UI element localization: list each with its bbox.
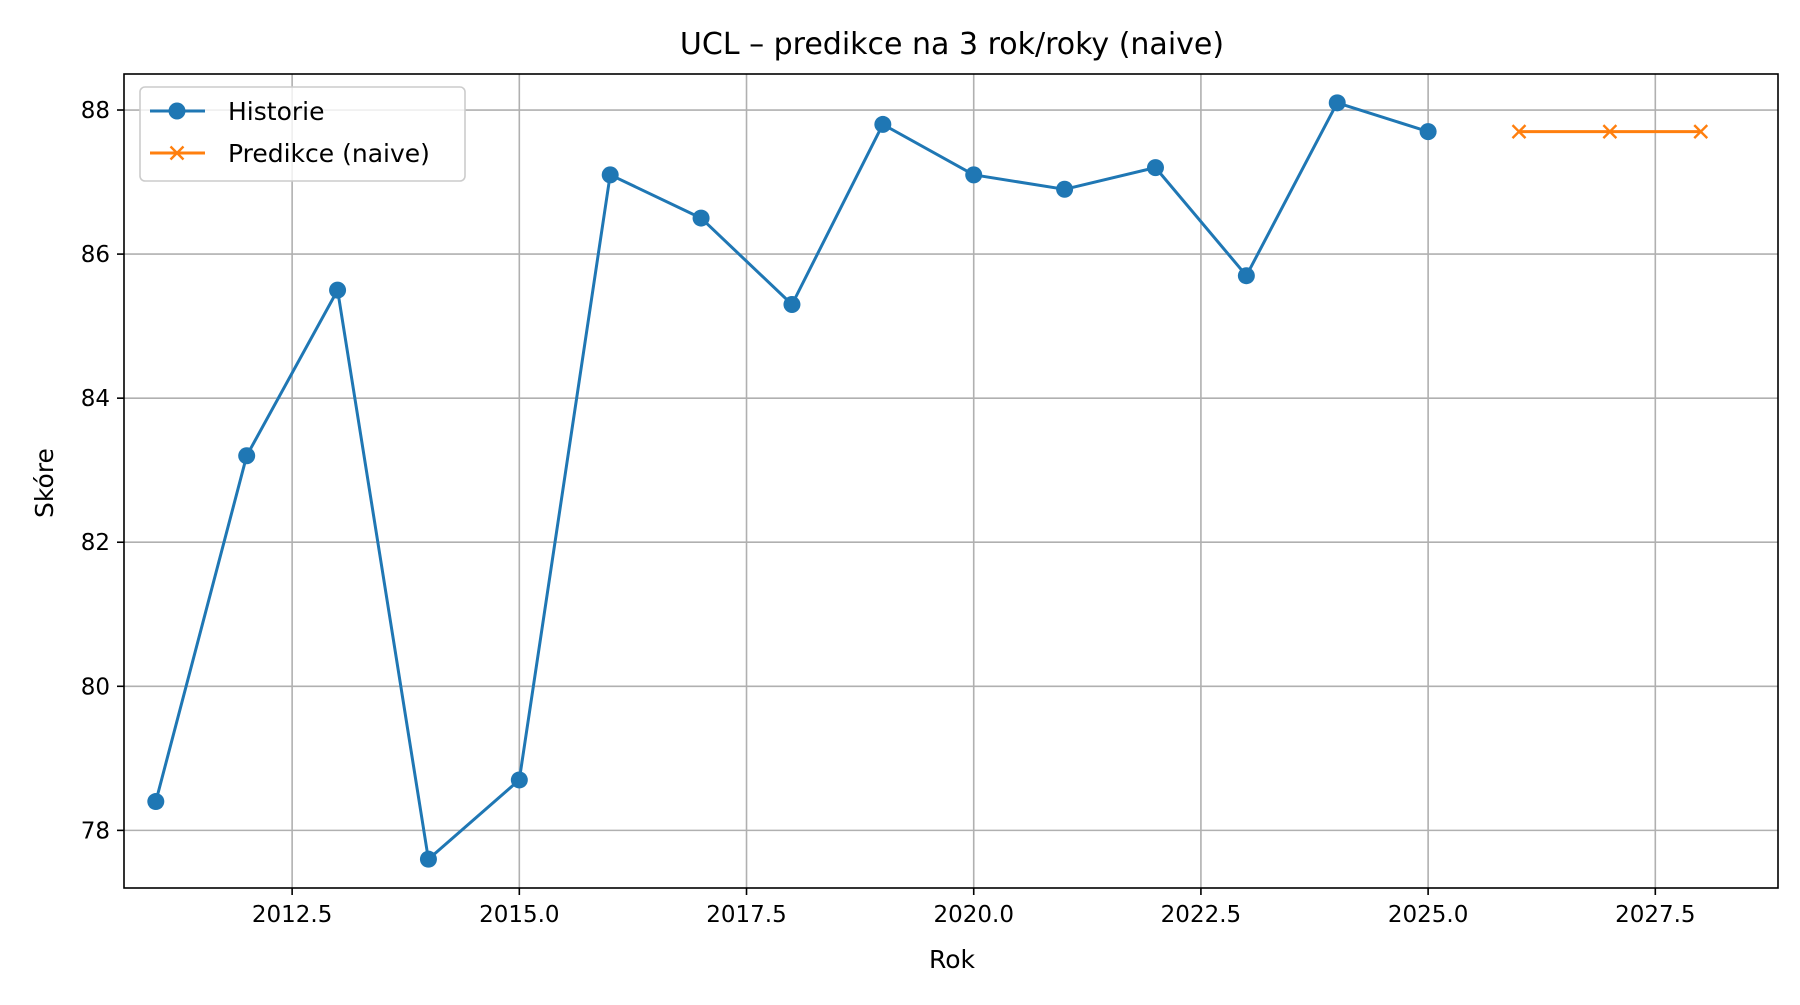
series-1-point xyxy=(1146,159,1164,177)
series-1-point xyxy=(1328,94,1346,112)
series-1-point xyxy=(601,166,619,184)
x-tick-label: 2020.0 xyxy=(933,902,1013,928)
series-2-point xyxy=(1511,124,1527,139)
y-tick-label: 84 xyxy=(81,386,110,412)
series-1-point xyxy=(1419,123,1437,141)
series-1-point xyxy=(692,209,710,227)
y-tick-label: 86 xyxy=(81,242,110,268)
legend-entry-label: Historie xyxy=(228,97,324,126)
x-tick-label: 2025.0 xyxy=(1388,902,1468,928)
series-1-point xyxy=(783,296,801,314)
legend-entry-label: Predikce (naive) xyxy=(228,139,430,168)
y-tick-label: 82 xyxy=(81,530,110,556)
y-tick-label: 80 xyxy=(81,674,110,700)
series-1-point xyxy=(874,115,892,133)
y-tick-label: 78 xyxy=(81,818,110,844)
series-1-point xyxy=(1237,267,1255,285)
series-1-point xyxy=(965,166,983,184)
grid xyxy=(124,74,1778,888)
legend: Historie Predikce (naive) xyxy=(139,86,466,182)
y-tick-label: 88 xyxy=(81,98,110,124)
series-1-point xyxy=(238,447,256,465)
series-1-line xyxy=(154,101,1429,861)
y-axis-ticks: 78 80 82 84 86 88 xyxy=(81,98,124,844)
series-2-point xyxy=(1602,124,1618,139)
series-2-point xyxy=(1693,124,1709,139)
x-tick-label: 2022.5 xyxy=(1161,902,1241,928)
plot-frame xyxy=(123,73,1779,889)
y-axis-label: Skóre xyxy=(30,448,59,518)
legend-swatch-marker xyxy=(168,102,186,120)
chart-title: UCL – predikce na 3 rok/roky (naive) xyxy=(680,27,1224,62)
series-1-point xyxy=(419,850,437,868)
x-tick-label: 2027.5 xyxy=(1615,902,1695,928)
legend-swatch-marker xyxy=(169,145,185,161)
x-tick-label: 2017.5 xyxy=(706,902,786,928)
series-1-point xyxy=(1056,180,1074,198)
legend-box xyxy=(139,86,466,182)
x-tick-label: 2015.0 xyxy=(479,902,559,928)
x-tick-label: 2012.5 xyxy=(252,902,332,928)
series-1-point xyxy=(147,793,165,811)
x-axis-ticks: 2012.5 2015.0 2017.5 2020.0 2022.5 2025.0 2027… xyxy=(252,888,1696,928)
series-layer xyxy=(147,94,1709,868)
series-1-point xyxy=(510,771,528,789)
series-1-point xyxy=(329,281,347,299)
x-axis-label: Rok xyxy=(929,945,976,974)
